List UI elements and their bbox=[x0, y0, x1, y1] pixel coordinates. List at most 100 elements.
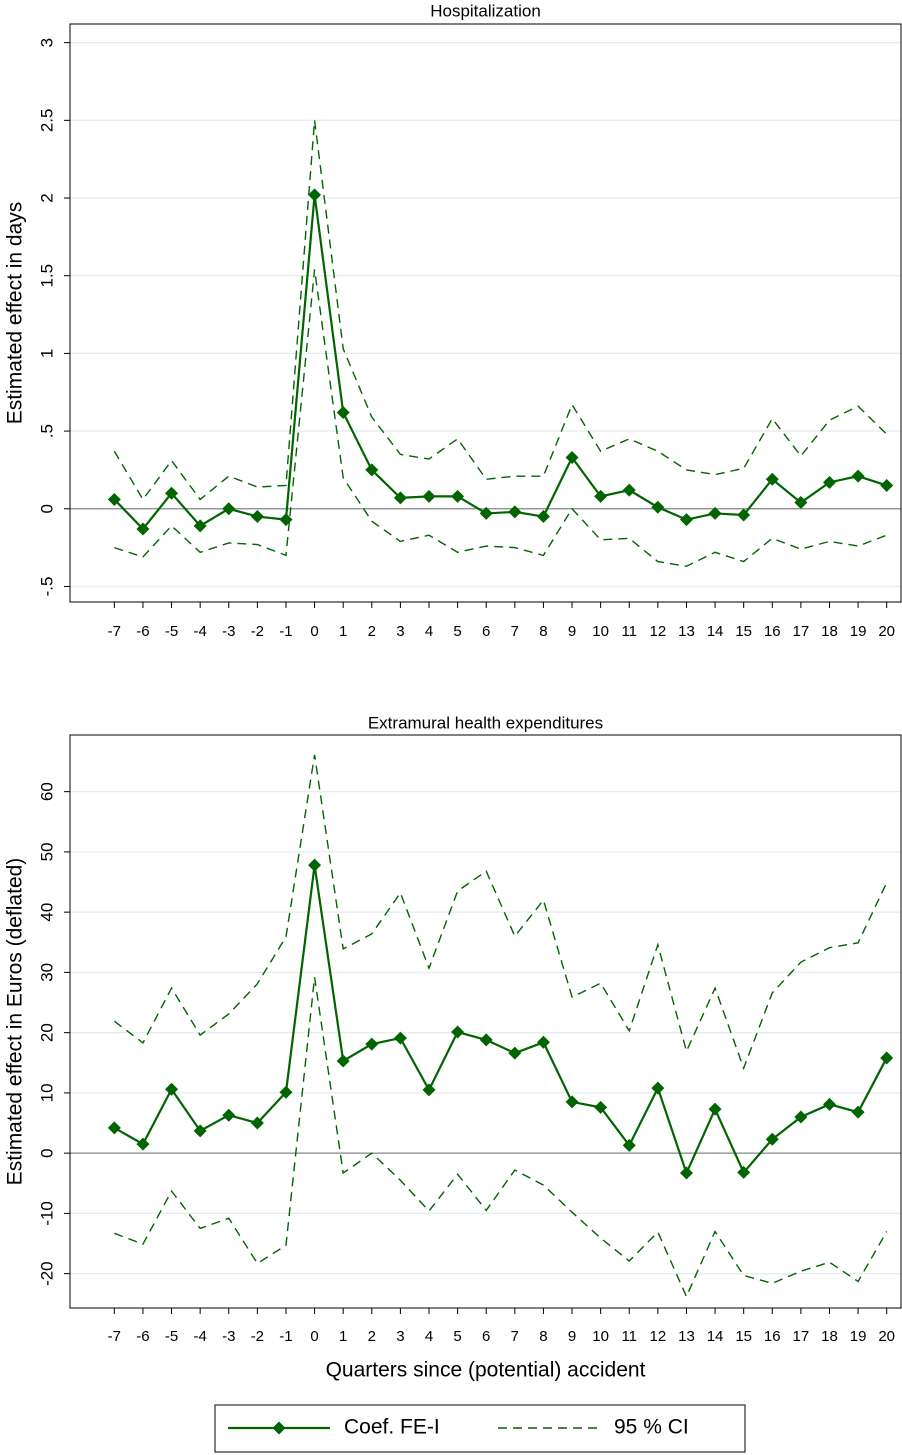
x-tick-label: 16 bbox=[764, 623, 781, 640]
marker bbox=[565, 1095, 579, 1109]
x-tick-label: 10 bbox=[592, 1328, 609, 1345]
x-tick-label: 2 bbox=[368, 1328, 376, 1345]
x-tick-label: 17 bbox=[793, 1328, 810, 1345]
x-tick-label: 19 bbox=[850, 1328, 867, 1345]
marker bbox=[737, 1165, 751, 1179]
marker bbox=[679, 1166, 693, 1180]
marker bbox=[336, 1054, 350, 1068]
legend-label: 95 % CI bbox=[614, 1416, 689, 1439]
x-tick-label: 11 bbox=[621, 623, 637, 640]
marker bbox=[622, 483, 636, 497]
x-tick-label: 8 bbox=[539, 623, 547, 640]
marker bbox=[422, 489, 436, 503]
x-axis-title: Quarters since (potential) accident bbox=[326, 1359, 646, 1382]
x-tick-label: 6 bbox=[482, 1328, 490, 1345]
legend-label: Coef. FE-I bbox=[344, 1416, 440, 1439]
marker bbox=[136, 1137, 150, 1151]
marker bbox=[107, 492, 121, 506]
x-tick-label: 9 bbox=[568, 623, 576, 640]
marker bbox=[422, 1083, 436, 1097]
x-tick-label: 19 bbox=[850, 623, 867, 640]
y-tick-label: .5 bbox=[37, 424, 56, 438]
marker bbox=[308, 188, 322, 202]
x-tick-label: 12 bbox=[650, 623, 667, 640]
plot-area bbox=[70, 735, 901, 1308]
y-tick-label: 2 bbox=[37, 193, 56, 202]
marker bbox=[479, 1033, 493, 1047]
plot-frame bbox=[69, 23, 902, 603]
marker bbox=[279, 1085, 293, 1099]
marker bbox=[708, 506, 722, 520]
x-tick-label: 18 bbox=[821, 623, 838, 640]
chart-title: Hospitalization bbox=[430, 1, 541, 20]
marker bbox=[365, 463, 379, 477]
x-tick-label: 13 bbox=[678, 623, 695, 640]
chart-title: Extramural health expenditures bbox=[368, 713, 603, 732]
marker bbox=[193, 1124, 207, 1138]
marker bbox=[508, 1046, 522, 1060]
x-tick-label: 16 bbox=[764, 1328, 781, 1345]
x-tick-label: 0 bbox=[310, 1328, 318, 1345]
x-tick-label: 1 bbox=[339, 1328, 347, 1345]
y-tick-label: 50 bbox=[37, 842, 56, 861]
marker bbox=[594, 489, 608, 503]
y-axis-title: Estimated effect in Euros (deflated) bbox=[4, 858, 27, 1186]
y-tick-label: -20 bbox=[37, 1261, 56, 1286]
x-tick-label: 18 bbox=[821, 1328, 838, 1345]
x-tick-label: -1 bbox=[279, 1328, 292, 1345]
marker bbox=[565, 451, 579, 464]
y-tick-label: 1 bbox=[37, 349, 56, 358]
marker bbox=[222, 502, 236, 516]
marker bbox=[679, 513, 693, 527]
y-tick-label: 60 bbox=[37, 782, 56, 801]
marker bbox=[250, 1116, 264, 1130]
legend-box bbox=[214, 1404, 746, 1453]
marker bbox=[651, 1081, 665, 1095]
x-tick-label: 11 bbox=[621, 1328, 637, 1345]
marker bbox=[393, 491, 407, 505]
x-tick-label: 7 bbox=[511, 623, 519, 640]
x-tick-label: 2 bbox=[368, 623, 376, 640]
x-tick-label: 12 bbox=[650, 1328, 667, 1345]
marker bbox=[536, 510, 550, 524]
x-tick-label: 7 bbox=[511, 1328, 519, 1345]
coef-line bbox=[113, 864, 888, 1177]
y-tick-label: -10 bbox=[37, 1201, 56, 1226]
marker bbox=[651, 500, 665, 514]
ci-line bbox=[114, 269, 887, 567]
x-tick-label: -6 bbox=[136, 1328, 149, 1345]
marker bbox=[136, 522, 150, 536]
x-tick-label: 10 bbox=[592, 623, 609, 640]
x-tick-label: 6 bbox=[482, 623, 490, 640]
x-tick-label: 0 bbox=[310, 623, 318, 640]
x-tick-label: -1 bbox=[279, 623, 292, 640]
marker bbox=[622, 1138, 636, 1152]
x-tick-label: -7 bbox=[108, 1328, 121, 1345]
x-tick-label: -7 bbox=[108, 623, 121, 640]
marker bbox=[594, 1100, 608, 1114]
y-tick-label: 1.5 bbox=[37, 264, 56, 288]
ci-line bbox=[114, 977, 888, 1299]
x-tick-label: -5 bbox=[165, 1328, 178, 1345]
y-tick-label: 10 bbox=[37, 1083, 56, 1102]
marker bbox=[765, 1132, 779, 1146]
x-tick-label: -4 bbox=[193, 623, 206, 640]
x-tick-label: 1 bbox=[339, 623, 347, 640]
marker bbox=[165, 1082, 179, 1096]
marker bbox=[880, 1051, 894, 1065]
x-tick-label: 8 bbox=[539, 1328, 547, 1345]
y-tick-label: 3 bbox=[37, 38, 56, 47]
y-tick-label: 30 bbox=[37, 963, 56, 982]
marker bbox=[822, 1097, 836, 1111]
marker bbox=[536, 1035, 550, 1049]
y-tick-label: 2.5 bbox=[37, 109, 56, 133]
x-tick-label: 3 bbox=[396, 623, 404, 640]
plot-frame bbox=[69, 734, 902, 1309]
x-tick-label: -5 bbox=[165, 623, 178, 640]
x-tick-label: 15 bbox=[735, 623, 752, 640]
x-tick-label: -2 bbox=[251, 1328, 264, 1345]
marker bbox=[451, 489, 465, 503]
marker bbox=[479, 506, 493, 520]
marker bbox=[708, 1102, 722, 1116]
